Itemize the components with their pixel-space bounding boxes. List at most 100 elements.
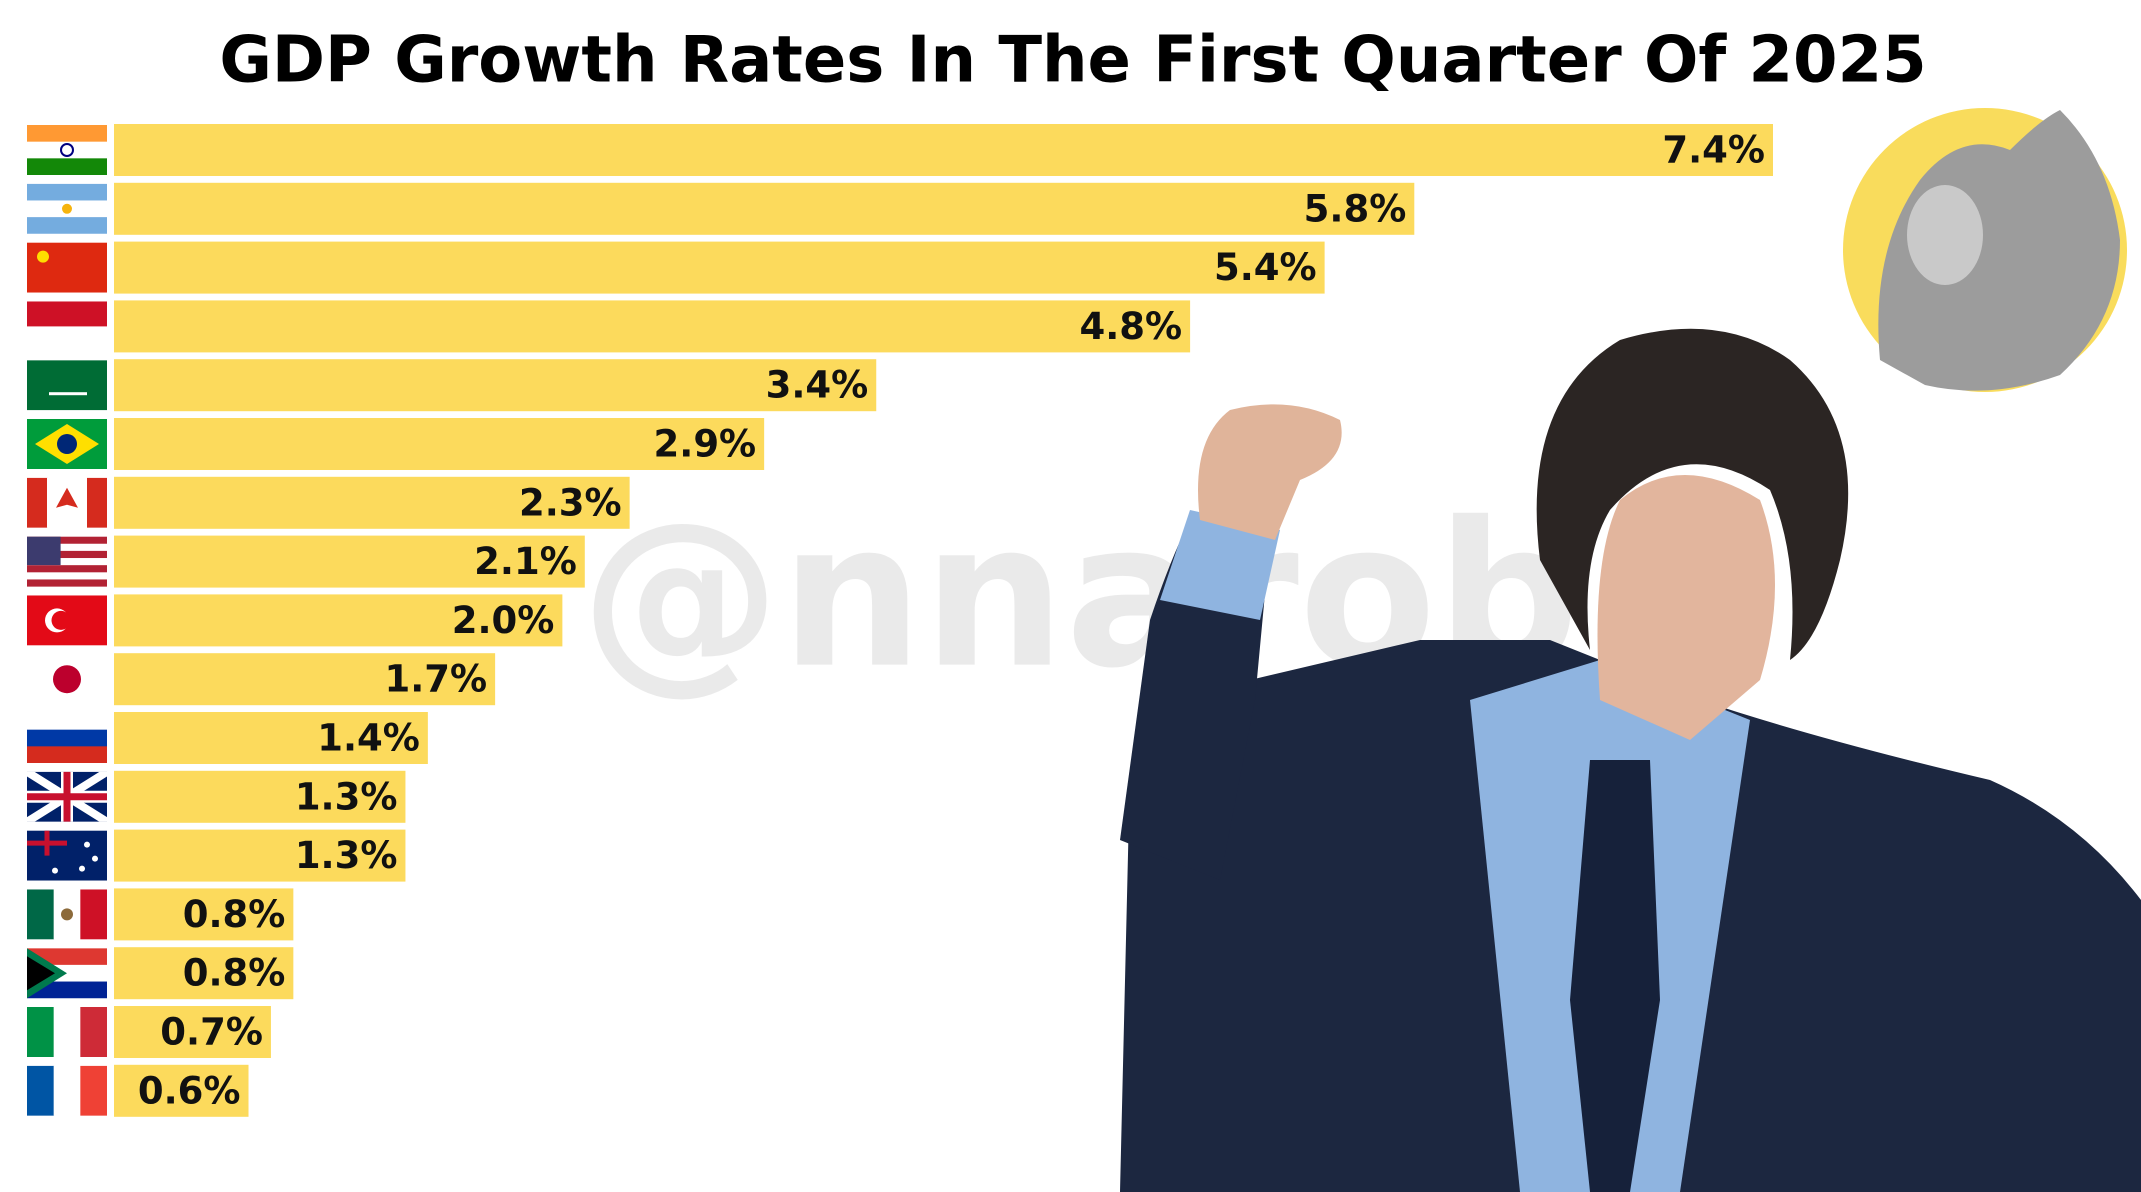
flag-stripe xyxy=(27,141,107,159)
flag-stripe xyxy=(53,1007,81,1057)
flag-emblem xyxy=(62,203,72,214)
flag-emblem xyxy=(51,610,71,630)
flag xyxy=(27,1007,107,1057)
bar xyxy=(114,300,1191,353)
value-label: 0.8% xyxy=(183,893,286,936)
flag-stripe xyxy=(67,477,88,528)
flag-stripe xyxy=(80,889,107,940)
bar xyxy=(114,594,563,647)
value-label: 5.4% xyxy=(1214,246,1317,289)
flag-stripe xyxy=(27,565,107,573)
flag-stripe xyxy=(27,536,107,545)
flag xyxy=(27,419,107,469)
flag-stripe xyxy=(27,889,55,940)
flag xyxy=(27,889,107,940)
value-label: 1.3% xyxy=(295,834,398,877)
flag-field xyxy=(27,242,107,293)
flag-emblem xyxy=(53,665,81,694)
value-label: 1.3% xyxy=(295,775,398,818)
flag xyxy=(27,125,107,175)
flag xyxy=(27,242,107,293)
value-label: 2.1% xyxy=(474,540,577,583)
flag-stripe xyxy=(27,326,107,352)
value-label: 0.6% xyxy=(138,1069,241,1112)
bar xyxy=(114,829,406,882)
flag-star xyxy=(84,841,90,848)
value-label: 2.9% xyxy=(654,423,757,466)
flag-stripe xyxy=(27,746,107,763)
flag-stripe xyxy=(47,477,68,528)
flag xyxy=(27,771,107,822)
flag xyxy=(27,654,107,705)
value-label: 7.4% xyxy=(1662,129,1765,172)
flag-stripe xyxy=(27,550,107,559)
bar xyxy=(114,888,294,941)
flag-stripe xyxy=(27,729,107,747)
bar xyxy=(114,1064,249,1117)
flag-stripe xyxy=(27,572,107,580)
value-label: 5.8% xyxy=(1304,187,1407,230)
bar xyxy=(114,712,428,764)
flag-emblem xyxy=(56,487,78,508)
chart-title: GDP Growth Rates In The First Quarter Of… xyxy=(219,24,1926,98)
value-label: 0.7% xyxy=(160,1011,263,1054)
flag xyxy=(27,477,107,528)
flag-star xyxy=(79,865,85,872)
flag-star xyxy=(92,855,98,862)
bar xyxy=(114,124,1773,176)
value-label: 1.4% xyxy=(317,717,420,760)
value-label: 1.7% xyxy=(384,658,487,701)
flag-field xyxy=(27,830,107,881)
flag-emblem xyxy=(61,908,73,921)
bar xyxy=(114,182,1415,235)
flag xyxy=(27,595,107,646)
bar xyxy=(114,418,765,470)
flag xyxy=(27,301,107,352)
value-label: 3.4% xyxy=(766,364,869,407)
flag-stripe xyxy=(53,1065,81,1116)
flag-stripe xyxy=(27,477,48,528)
flag-stripe xyxy=(27,1065,55,1116)
flag-stripe xyxy=(27,183,107,201)
bar xyxy=(114,770,406,823)
flag-stripe xyxy=(87,477,107,528)
flag xyxy=(27,360,107,411)
bar xyxy=(114,947,294,1000)
flag xyxy=(27,948,107,999)
value-label: 2.0% xyxy=(452,599,555,642)
flag-stripe xyxy=(27,301,107,327)
flag-canton xyxy=(27,536,61,566)
flag-star xyxy=(52,867,58,874)
bar xyxy=(114,1006,271,1058)
flag-emblem xyxy=(60,143,74,157)
flag-stripe xyxy=(80,1065,107,1116)
bars: 7.4% 5.8% 5.4% 4.8% 3.4%2.9% 2.3% 2.1% 2.0% 1.7%… xyxy=(27,124,1773,1117)
flag-stripe xyxy=(27,558,107,566)
bar xyxy=(114,476,630,529)
flag-stripe xyxy=(27,1007,55,1057)
flag-emblem xyxy=(49,392,87,396)
flag xyxy=(27,1065,107,1116)
flag-cross xyxy=(27,830,67,856)
flag xyxy=(27,183,107,234)
bar xyxy=(114,653,496,706)
medallion xyxy=(1843,108,2127,392)
flag-cross xyxy=(27,771,107,822)
flag-stripe xyxy=(27,125,107,143)
flag xyxy=(27,713,107,763)
value-label: 0.8% xyxy=(183,952,286,995)
flag-star xyxy=(37,250,49,263)
flag-stripe xyxy=(27,217,107,234)
bar xyxy=(114,241,1325,294)
value-label: 2.3% xyxy=(519,481,622,524)
flag-stripe xyxy=(80,1007,107,1057)
flag xyxy=(27,536,107,587)
flag-stripe xyxy=(27,713,107,731)
person-photo xyxy=(1120,328,2141,1192)
flag-stripe xyxy=(27,579,107,587)
bar xyxy=(114,535,585,588)
value-label: 4.8% xyxy=(1079,305,1182,348)
flag-field xyxy=(27,360,107,411)
flag-emblem xyxy=(27,956,55,991)
